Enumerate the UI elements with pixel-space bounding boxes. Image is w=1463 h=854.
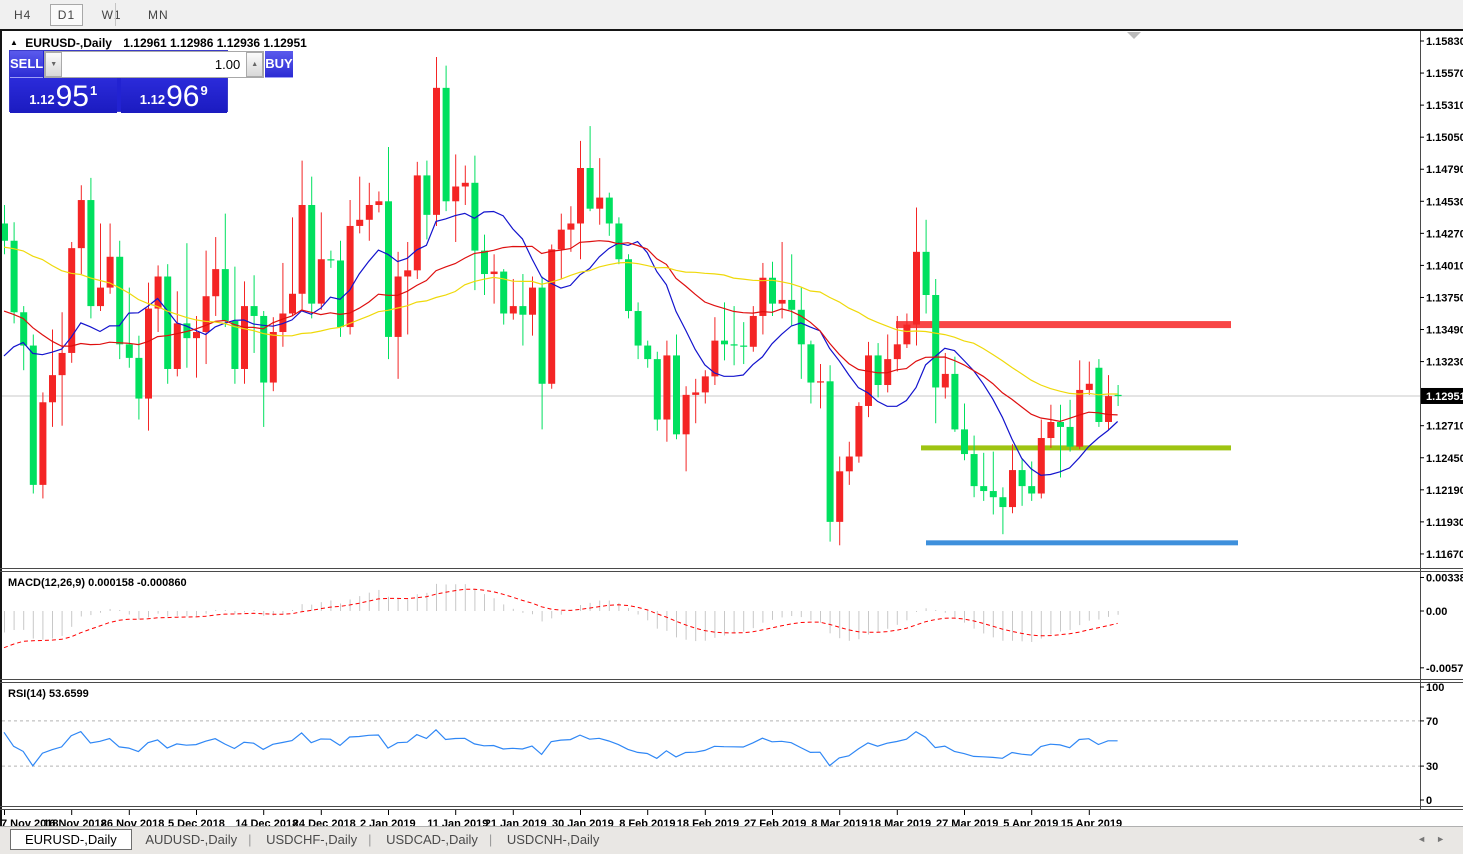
rsi-tick-label: 100 xyxy=(1426,682,1444,694)
bid-price-small: 1.12 xyxy=(29,92,55,107)
ma-45-line xyxy=(3,246,1118,396)
volume-increase-button[interactable]: ▲ xyxy=(246,52,264,77)
tab-usdcad-daily[interactable]: USDCAD-,Daily xyxy=(386,832,478,847)
resistance-hline xyxy=(896,321,1231,329)
ask-price-big: 96 xyxy=(166,80,200,113)
price-tick-label: 1.14270 xyxy=(1426,228,1463,240)
collapse-arrow-icon[interactable]: ▲ xyxy=(10,38,18,47)
bid-price-pip: 1 xyxy=(89,83,98,98)
price-tick-label: 1.11930 xyxy=(1426,517,1463,529)
chart-shift-marker-icon xyxy=(1127,32,1141,39)
macd-tick-label: -0.00574 xyxy=(1426,663,1463,675)
date-tick-label: 2 Jan 2019 xyxy=(360,818,416,826)
date-tick-label: 5 Dec 2018 xyxy=(168,818,225,826)
ask-price-pip: 9 xyxy=(200,83,208,98)
tab-usdcnh-daily[interactable]: USDCNH-,Daily xyxy=(506,832,600,847)
timeframe-toolbar: H4 D1 W1 MN xyxy=(0,0,1463,29)
bid-price-big: 95 xyxy=(55,80,89,113)
rsi-tick-label: 0 xyxy=(1426,795,1432,807)
ma-25-line xyxy=(3,240,1118,423)
rsi-tick-label: 30 xyxy=(1426,761,1438,773)
price-tick-label: 1.15310 xyxy=(1426,100,1463,112)
candlesticks xyxy=(2,57,1122,546)
symbol-tabbar: EURUSD-,Daily AUDUSD-,Daily | USDCHF-,Dai… xyxy=(0,826,1463,854)
tab-separator: | xyxy=(488,832,493,847)
volume-input[interactable] xyxy=(62,52,247,77)
chart-ohlc-values: 1.12961 1.12986 1.12936 1.12951 xyxy=(123,36,307,50)
chart-window[interactable]: 1.15830 1.15570 1.15310 1.15050 1.14790 1.145… xyxy=(0,29,1463,826)
tab-separator: | xyxy=(248,832,252,847)
macd-histogram xyxy=(4,583,1119,642)
support-hline xyxy=(926,540,1238,546)
price-tick-label: 1.15830 xyxy=(1426,36,1463,48)
price-tick-label: 1.13230 xyxy=(1426,357,1463,369)
volume-control: ▼ ▲ xyxy=(44,51,265,78)
price-tick-label: 1.14010 xyxy=(1426,260,1463,272)
toolbar-separator xyxy=(115,3,116,26)
date-tick-label: 21 Jan 2019 xyxy=(485,818,547,826)
ask-price-display[interactable]: 1.12 96 9 xyxy=(120,78,227,113)
buy-button[interactable]: BUY xyxy=(265,51,293,78)
current-price-tag-label: 1.12951 xyxy=(1426,391,1463,403)
macd-tick-label: 0.00 xyxy=(1426,606,1447,618)
price-tick-label: 1.12710 xyxy=(1426,421,1463,433)
chart-symbol-label: EURUSD-,Daily xyxy=(25,36,112,50)
date-tick-label: 14 Dec 2018 xyxy=(235,818,298,826)
date-tick-label: 18 Mar 2019 xyxy=(869,818,931,826)
price-tick-label: 1.12190 xyxy=(1426,485,1463,497)
chart-title: ▲ EURUSD-,Daily 1.12961 1.12986 1.12936 … xyxy=(10,36,307,50)
macd-label: MACD(12,26,9) 0.000158 -0.000860 xyxy=(8,577,187,589)
date-tick-label: 5 Apr 2019 xyxy=(1003,818,1058,826)
date-tick-label: 18 Feb 2019 xyxy=(677,818,739,826)
macd-tick-label: 0.003386 xyxy=(1426,572,1463,584)
date-tick-label: 8 Feb 2019 xyxy=(619,818,675,826)
date-tick-label: 27 Feb 2019 xyxy=(744,818,806,826)
tab-scroll-right-icon[interactable]: ► xyxy=(1436,834,1455,844)
price-tick-label: 1.13750 xyxy=(1426,292,1463,304)
current-price-tag xyxy=(1421,387,1463,404)
date-tick-label: 11 Jan 2019 xyxy=(427,818,488,826)
volume-decrease-button[interactable]: ▼ xyxy=(45,52,63,77)
timeframe-button-mn[interactable]: MN xyxy=(148,8,169,22)
rsi-line xyxy=(3,728,1118,767)
timeframe-button-w1[interactable]: W1 xyxy=(101,8,122,22)
date-tick-label: 15 Apr 2019 xyxy=(1061,818,1122,826)
date-tick-label: 24 Dec 2018 xyxy=(293,818,356,826)
tab-eurusd-daily[interactable]: EURUSD-,Daily xyxy=(10,829,132,850)
date-tick-label: 30 Jan 2019 xyxy=(552,818,614,826)
one-click-trading-panel: SELL ▼ ▲ BUY 1.12 95 1 1.12 96 9 xyxy=(9,50,293,113)
rsi-tick-label: 70 xyxy=(1426,716,1438,728)
tab-scroll-left-icon[interactable]: ◄ xyxy=(1417,834,1437,844)
chart-canvas[interactable]: 1.15830 1.15570 1.15310 1.15050 1.14790 1.145… xyxy=(0,29,1463,826)
date-tick-label: 26 Nov 2018 xyxy=(101,818,165,826)
price-tick-label: 1.14530 xyxy=(1426,196,1463,208)
price-tick-label: 1.14790 xyxy=(1426,164,1463,176)
price-tick-label: 1.11670 xyxy=(1426,549,1463,561)
date-tick-label: 7 Nov 2018 xyxy=(1,818,58,826)
price-tick-label: 1.13490 xyxy=(1426,325,1463,337)
macd-signal-line xyxy=(3,588,1118,649)
price-tick-label: 1.15050 xyxy=(1426,132,1463,144)
timeframe-button-h4[interactable]: H4 xyxy=(14,8,32,22)
date-tick-label: 8 Mar 2019 xyxy=(811,818,867,826)
pivot-hline xyxy=(921,445,1231,451)
tab-usdchf-daily[interactable]: USDCHF-,Daily xyxy=(266,832,358,847)
price-tick-label: 1.15570 xyxy=(1426,68,1463,80)
date-tick-label: 27 Mar 2019 xyxy=(936,818,998,826)
rsi-label: RSI(14) 53.6599 xyxy=(8,688,89,700)
sell-button[interactable]: SELL xyxy=(10,51,44,78)
symbol-tabs: EURUSD-,Daily AUDUSD-,Daily | USDCHF-,Dai… xyxy=(10,829,609,850)
ma-10-line xyxy=(3,210,1119,476)
timeframe-button-d1[interactable]: D1 xyxy=(49,4,84,26)
tab-audusd-daily[interactable]: AUDUSD-,Daily xyxy=(145,832,238,847)
ask-price-small: 1.12 xyxy=(139,92,166,107)
tab-separator: | xyxy=(368,832,372,847)
price-tick-label: 1.12450 xyxy=(1426,453,1463,465)
bid-price-display[interactable]: 1.12 95 1 xyxy=(10,78,117,113)
date-tick-label: 16 Nov 2018 xyxy=(43,818,107,826)
